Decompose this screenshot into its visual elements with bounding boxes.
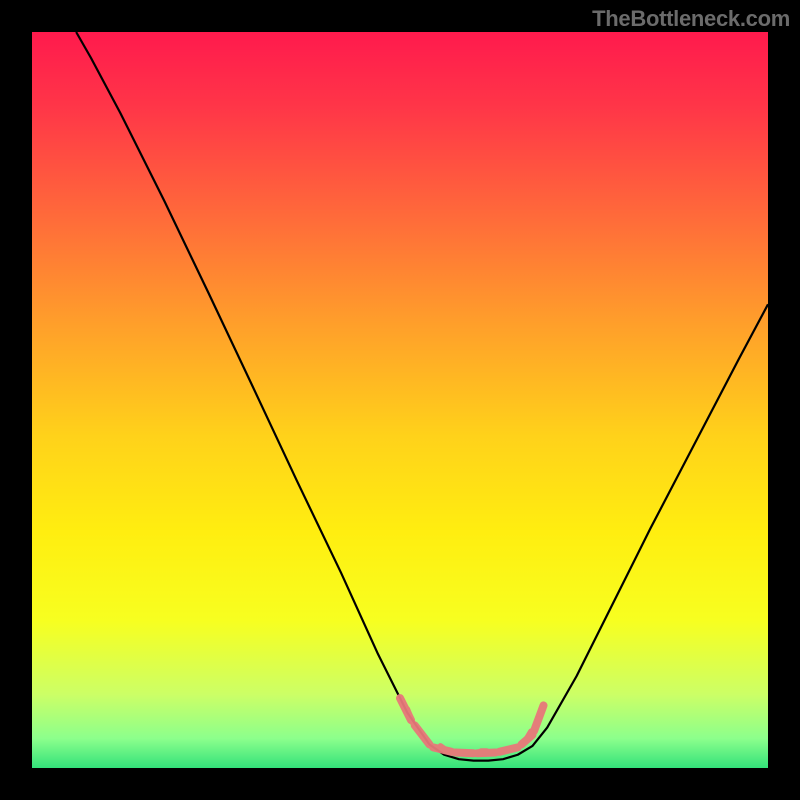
gradient-background	[32, 32, 768, 768]
chart-container: TheBottleneck.com	[0, 0, 800, 800]
bottleneck-chart	[0, 0, 800, 800]
watermark-text: TheBottleneck.com	[592, 6, 790, 32]
